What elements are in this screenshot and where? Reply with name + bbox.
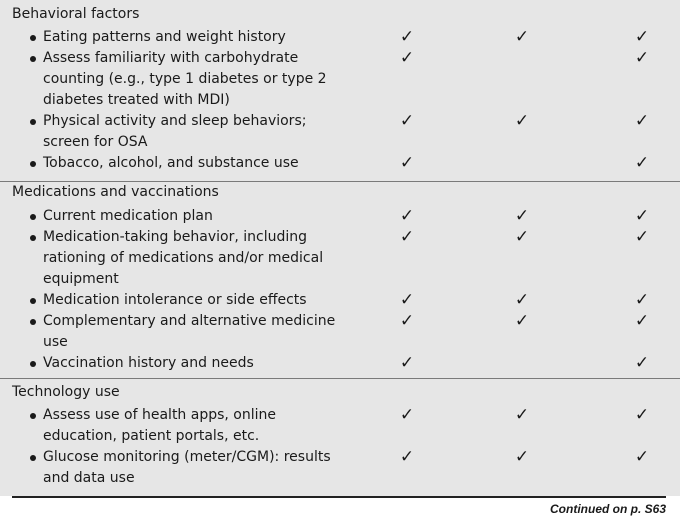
item-text: screen for OSA — [43, 134, 148, 150]
bullet-icon — [30, 298, 36, 304]
check-icon: ✓ — [634, 153, 650, 173]
check-icon: ✓ — [514, 111, 530, 131]
section-title: Behavioral factors — [12, 6, 140, 22]
item-text: use — [43, 334, 68, 350]
check-icon: ✓ — [399, 227, 415, 247]
check-icon: ✓ — [399, 153, 415, 173]
item-text: Physical activity and sleep behaviors; — [43, 113, 307, 129]
item-text: rationing of medications and/or medical — [43, 250, 324, 266]
check-icon: ✓ — [399, 290, 415, 310]
check-icon: ✓ — [399, 27, 415, 47]
bullet-icon — [30, 361, 36, 367]
check-icon: ✓ — [514, 290, 530, 310]
item-text: Eating patterns and weight history — [43, 29, 286, 45]
item-text: and data use — [43, 470, 135, 486]
item-text: Assess familiarity with carbohydrate — [43, 50, 299, 66]
item-text: Current medication plan — [43, 208, 213, 224]
item-text: Medication intolerance or side effects — [43, 292, 307, 308]
check-icon: ✓ — [634, 447, 650, 467]
section-divider — [0, 181, 680, 182]
table-bottom-rule — [12, 496, 666, 498]
bullet-icon — [30, 35, 36, 41]
item-text: Medication-taking behavior, including — [43, 229, 307, 245]
check-icon: ✓ — [399, 353, 415, 373]
item-text: equipment — [43, 271, 119, 287]
check-icon: ✓ — [634, 353, 650, 373]
item-text: counting (e.g., type 1 diabetes or type … — [43, 71, 327, 87]
check-icon: ✓ — [399, 206, 415, 226]
bullet-icon — [30, 161, 36, 167]
check-icon: ✓ — [514, 447, 530, 467]
bullet-icon — [30, 235, 36, 241]
check-icon: ✓ — [514, 311, 530, 331]
check-icon: ✓ — [514, 405, 530, 425]
check-icon: ✓ — [514, 206, 530, 226]
bullet-icon — [30, 214, 36, 220]
bullet-icon — [30, 319, 36, 325]
check-icon: ✓ — [399, 111, 415, 131]
continued-note: Continued on p. S63 — [550, 502, 666, 516]
bullet-icon — [30, 56, 36, 62]
bullet-icon — [30, 119, 36, 125]
item-text: diabetes treated with MDI) — [43, 92, 230, 108]
check-icon: ✓ — [634, 206, 650, 226]
item-text: Glucose monitoring (meter/CGM): results — [43, 449, 331, 465]
item-text: Assess use of health apps, online — [43, 407, 277, 423]
check-icon: ✓ — [634, 311, 650, 331]
bullet-icon — [30, 455, 36, 461]
check-icon: ✓ — [634, 111, 650, 131]
item-text: Vaccination history and needs — [43, 355, 254, 371]
section-divider — [0, 378, 680, 379]
item-text: Complementary and alternative medicine — [43, 313, 336, 329]
item-text: education, patient portals, etc. — [43, 428, 260, 444]
check-icon: ✓ — [399, 405, 415, 425]
section-medications-vaccinations — [0, 182, 680, 378]
check-icon: ✓ — [399, 48, 415, 68]
check-icon: ✓ — [634, 48, 650, 68]
section-behavioral-factors — [0, 0, 680, 181]
check-icon: ✓ — [514, 27, 530, 47]
check-icon: ✓ — [399, 311, 415, 331]
section-title: Medications and vaccinations — [12, 184, 219, 200]
check-icon: ✓ — [634, 405, 650, 425]
section-title: Technology use — [12, 384, 120, 400]
check-icon: ✓ — [514, 227, 530, 247]
bullet-icon — [30, 413, 36, 419]
check-icon: ✓ — [634, 290, 650, 310]
section-technology-use — [0, 379, 680, 496]
item-text: Tobacco, alcohol, and substance use — [43, 155, 299, 171]
check-icon: ✓ — [634, 27, 650, 47]
check-icon: ✓ — [399, 447, 415, 467]
check-icon: ✓ — [634, 227, 650, 247]
